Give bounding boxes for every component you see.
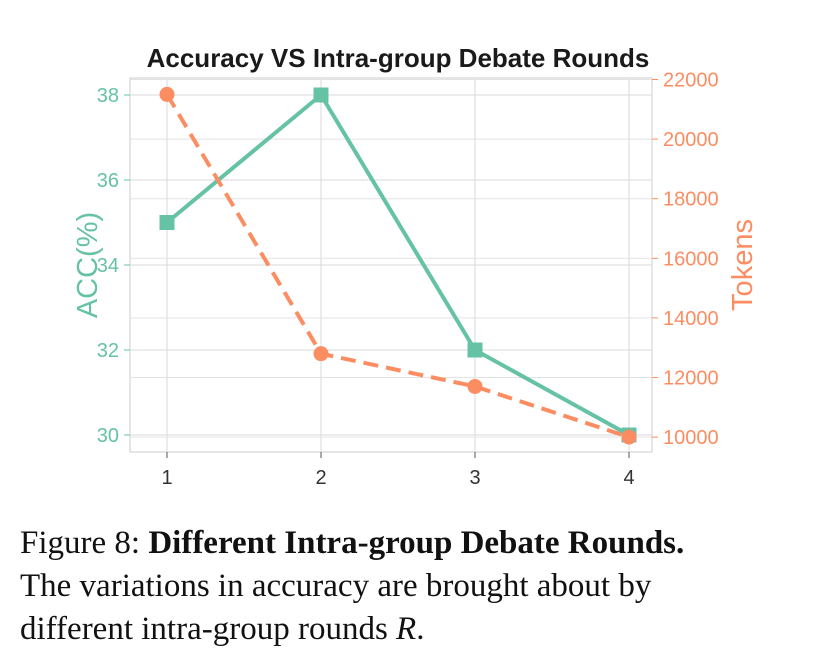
caption-period: . bbox=[416, 611, 425, 647]
right-axis-label: Tokens bbox=[727, 219, 759, 311]
right-tick-label: 10000 bbox=[663, 427, 719, 449]
grid-horizontal bbox=[130, 78, 652, 438]
right-tick-label: 20000 bbox=[663, 129, 719, 151]
caption-variable: R bbox=[396, 611, 417, 647]
tokens-point bbox=[467, 378, 483, 394]
caption-prefix: Figure 8: bbox=[20, 525, 149, 561]
right-tick-label: 14000 bbox=[663, 308, 719, 330]
left-tick-label: 30 bbox=[97, 425, 119, 447]
series-layer bbox=[159, 86, 637, 445]
left-tick-label: 36 bbox=[97, 170, 119, 192]
chart-title: Accuracy VS Intra-group Debate Rounds bbox=[147, 43, 650, 73]
left-tick-label: 38 bbox=[97, 85, 119, 107]
accuracy-point bbox=[313, 87, 329, 103]
figure-caption: Figure 8: Different Intra-group Debate R… bbox=[20, 522, 820, 651]
x-tick-label: 3 bbox=[469, 467, 480, 489]
tokens-point bbox=[313, 346, 329, 362]
x-tick-label: 2 bbox=[315, 467, 326, 489]
right-tick-label: 12000 bbox=[663, 367, 719, 389]
caption-line-3: different intra-group rounds bbox=[20, 611, 397, 647]
tokens-point bbox=[159, 86, 175, 102]
caption-line-2: The variations in accuracy are brought a… bbox=[20, 568, 652, 604]
left-axis-label: ACC(%) bbox=[72, 212, 104, 318]
left-tick-label: 34 bbox=[97, 255, 119, 277]
left-tick-label: 32 bbox=[97, 340, 119, 362]
tokens-line bbox=[165, 93, 630, 439]
x-axis: 1 2 3 4 bbox=[161, 452, 635, 489]
right-tick-label: 22000 bbox=[663, 69, 719, 91]
caption-title: Different Intra-group Debate Rounds. bbox=[148, 525, 685, 561]
tokens-point bbox=[621, 429, 637, 445]
chart: Accuracy VS Intra-group Debate Rounds 30… bbox=[72, 43, 759, 489]
accuracy-point bbox=[159, 215, 175, 230]
right-tick-label: 18000 bbox=[663, 189, 719, 211]
x-tick-label: 4 bbox=[623, 467, 634, 489]
accuracy-point bbox=[467, 342, 483, 358]
right-tick-label: 16000 bbox=[663, 248, 719, 270]
x-tick-label: 1 bbox=[161, 467, 172, 489]
right-axis: 10000 12000 14000 16000 18000 20000 22000 bbox=[652, 69, 719, 449]
left-axis: 30 32 34 36 38 bbox=[97, 85, 130, 447]
series-tokens bbox=[159, 86, 637, 445]
accuracy-line bbox=[165, 93, 630, 437]
